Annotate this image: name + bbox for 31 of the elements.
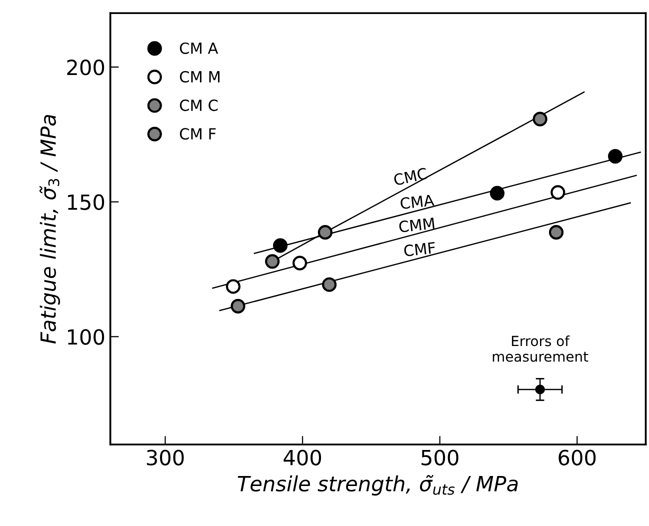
y-tick-label: 150	[68, 194, 104, 210]
x-tick-label: 400	[284, 450, 322, 466]
point	[532, 112, 548, 126]
annotation: CMF	[404, 242, 436, 257]
annotation: Errors of measurement	[492, 335, 588, 362]
point	[608, 149, 623, 164]
x-axis-title: Tensile strength, σ̃$_{uts}$ / MPa	[238, 475, 518, 496]
point	[322, 277, 337, 292]
point	[535, 384, 545, 394]
legend-label: CM M	[180, 70, 220, 83]
legend-label: CM F	[180, 128, 216, 140]
annotation: CMM	[398, 217, 434, 233]
point	[318, 225, 332, 240]
x-tick-label: 600	[558, 450, 596, 466]
point	[490, 186, 505, 201]
point	[230, 298, 246, 314]
x-tick-label: 300	[146, 450, 184, 466]
y-tick-label: 100	[68, 329, 104, 345]
point	[292, 256, 308, 270]
point	[265, 254, 280, 269]
annotation: CMC	[393, 167, 428, 186]
legend-label: CM A	[180, 42, 218, 54]
point	[226, 279, 240, 294]
y-axis-title: Fatigue limit, σ̃$_{3}$ / MPa	[40, 115, 60, 344]
x-tick-label: 500	[422, 450, 458, 466]
legend-label: CM C	[180, 100, 218, 112]
point	[273, 238, 288, 253]
point	[550, 185, 566, 200]
y-tick-label: 200	[67, 60, 104, 76]
point	[548, 225, 564, 240]
annotation: CMA	[400, 194, 434, 210]
